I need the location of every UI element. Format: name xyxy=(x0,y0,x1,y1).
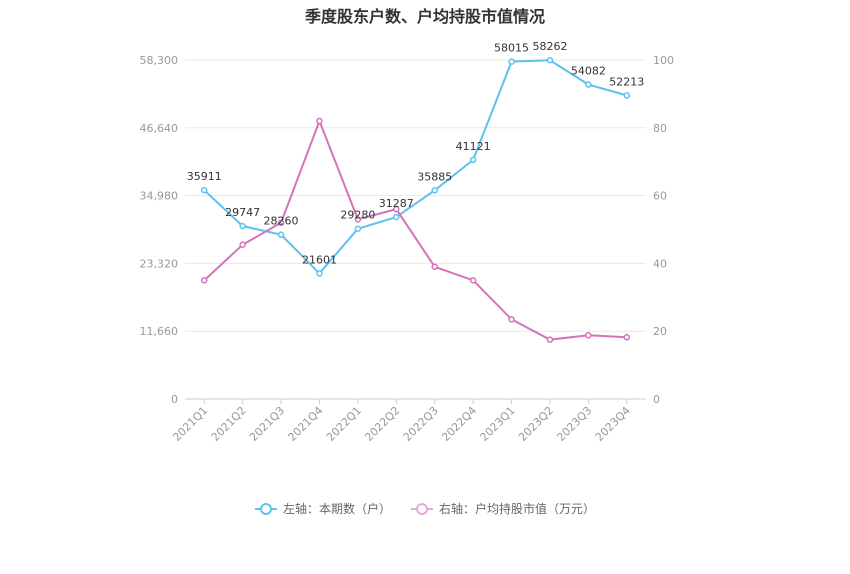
legend-item-right[interactable]: 右轴：户均持股市值（万元） xyxy=(411,500,595,517)
left-axis-tick-label: 46,640 xyxy=(140,122,179,135)
series-point-0[interactable] xyxy=(277,231,285,238)
series-point-1[interactable] xyxy=(277,219,285,226)
legend-item-left[interactable]: 左轴：本期数（户） xyxy=(254,500,391,517)
series-point-0[interactable] xyxy=(354,225,362,232)
series-layer xyxy=(200,56,631,343)
legend-label-left: 左轴：本期数（户） xyxy=(282,502,391,516)
series-line-1 xyxy=(203,118,627,341)
series-point-1[interactable] xyxy=(239,241,246,249)
legend-swatch-right-icon xyxy=(411,502,433,515)
x-axis-tick-label: 2022Q3 xyxy=(401,404,441,444)
x-axis-tick-label: 2022Q2 xyxy=(362,404,402,444)
series-point-1[interactable] xyxy=(508,316,515,323)
data-label: 52213 xyxy=(609,75,644,88)
series-point-0[interactable] xyxy=(469,156,477,164)
series-point-0[interactable] xyxy=(316,270,323,277)
chart-title: 季度股东户数、户均持股市值情况 xyxy=(304,7,545,26)
left-axis-tick-label: 0 xyxy=(171,393,178,406)
series-point-1[interactable] xyxy=(354,216,362,223)
data-label: 35911 xyxy=(187,170,222,183)
right-axis-tick-label: 100 xyxy=(653,54,674,67)
x-axis-tick-label: 2023Q2 xyxy=(516,404,556,444)
x-axis-tick-label: 2023Q4 xyxy=(593,404,633,444)
series-point-1[interactable] xyxy=(431,263,438,271)
series-point-0[interactable] xyxy=(239,222,246,230)
data-label: 21601 xyxy=(302,253,337,266)
data-label: 31287 xyxy=(379,197,414,210)
data-label: 28260 xyxy=(264,215,299,228)
right-axis-tick-label: 80 xyxy=(653,122,667,135)
data-label: 35885 xyxy=(417,170,452,183)
data-label: 58015 xyxy=(494,42,529,55)
right-axis-ticks: 0 20 40 60 80 100 xyxy=(653,54,674,406)
series-point-0[interactable] xyxy=(508,58,515,65)
left-axis-tick-label: 23,320 xyxy=(140,257,179,270)
data-label: 58262 xyxy=(532,40,567,53)
legend-swatch-left-icon xyxy=(254,502,277,515)
right-axis-tick-label: 40 xyxy=(653,257,667,270)
series-point-0[interactable] xyxy=(546,56,554,64)
grid-lines xyxy=(185,59,646,400)
x-axis-tick-label: 2021Q2 xyxy=(209,404,249,444)
series-point-0[interactable] xyxy=(623,92,631,99)
data-label: 29747 xyxy=(225,206,260,219)
series-point-1[interactable] xyxy=(585,332,592,339)
x-axis-tick-label: 2023Q1 xyxy=(478,404,518,444)
x-axis-tick-label: 2021Q3 xyxy=(247,404,287,444)
x-axis-tick-label: 2021Q1 xyxy=(170,404,210,444)
series-point-0[interactable] xyxy=(431,187,438,194)
x-axis-tick-label: 2021Q4 xyxy=(286,404,326,444)
left-axis-tick-label: 58,300 xyxy=(140,54,179,67)
right-axis-tick-label: 0 xyxy=(653,393,660,406)
series-point-0[interactable] xyxy=(200,186,208,194)
x-axis-ticks: 2021Q12021Q22021Q32021Q42022Q12022Q22022… xyxy=(170,399,633,444)
data-label: 29280 xyxy=(340,209,375,222)
legend-label-right: 右轴：户均持股市值（万元） xyxy=(439,502,596,516)
right-axis-tick-label: 60 xyxy=(653,190,667,203)
series-point-1[interactable] xyxy=(393,205,400,213)
x-axis-tick-label: 2022Q1 xyxy=(324,404,364,444)
series-point-0[interactable] xyxy=(393,213,400,221)
x-axis-tick-label: 2023Q3 xyxy=(554,404,594,444)
left-axis-tick-label: 34,980 xyxy=(140,190,179,203)
x-axis-tick-label: 2022Q4 xyxy=(439,404,479,444)
legend: 左轴：本期数（户） 右轴：户均持股市值（万元） xyxy=(0,500,850,517)
series-point-1[interactable] xyxy=(200,277,208,284)
data-label: 54082 xyxy=(571,65,606,78)
left-axis-ticks: 0 11,660 23,320 34,980 46,640 58,300 xyxy=(140,54,179,406)
series-point-1[interactable] xyxy=(546,336,554,343)
series-point-1[interactable] xyxy=(623,334,631,341)
right-axis-tick-label: 20 xyxy=(653,325,667,338)
series-point-1[interactable] xyxy=(469,277,477,284)
data-label: 41121 xyxy=(456,140,491,153)
data-labels: 35911 29747 28260 21601 29280 31287 35885 41121… xyxy=(187,40,645,266)
series-point-0[interactable] xyxy=(585,81,592,88)
series-line-0 xyxy=(203,59,628,275)
series-point-1[interactable] xyxy=(316,117,323,125)
left-axis-tick-label: 11,660 xyxy=(140,325,179,338)
